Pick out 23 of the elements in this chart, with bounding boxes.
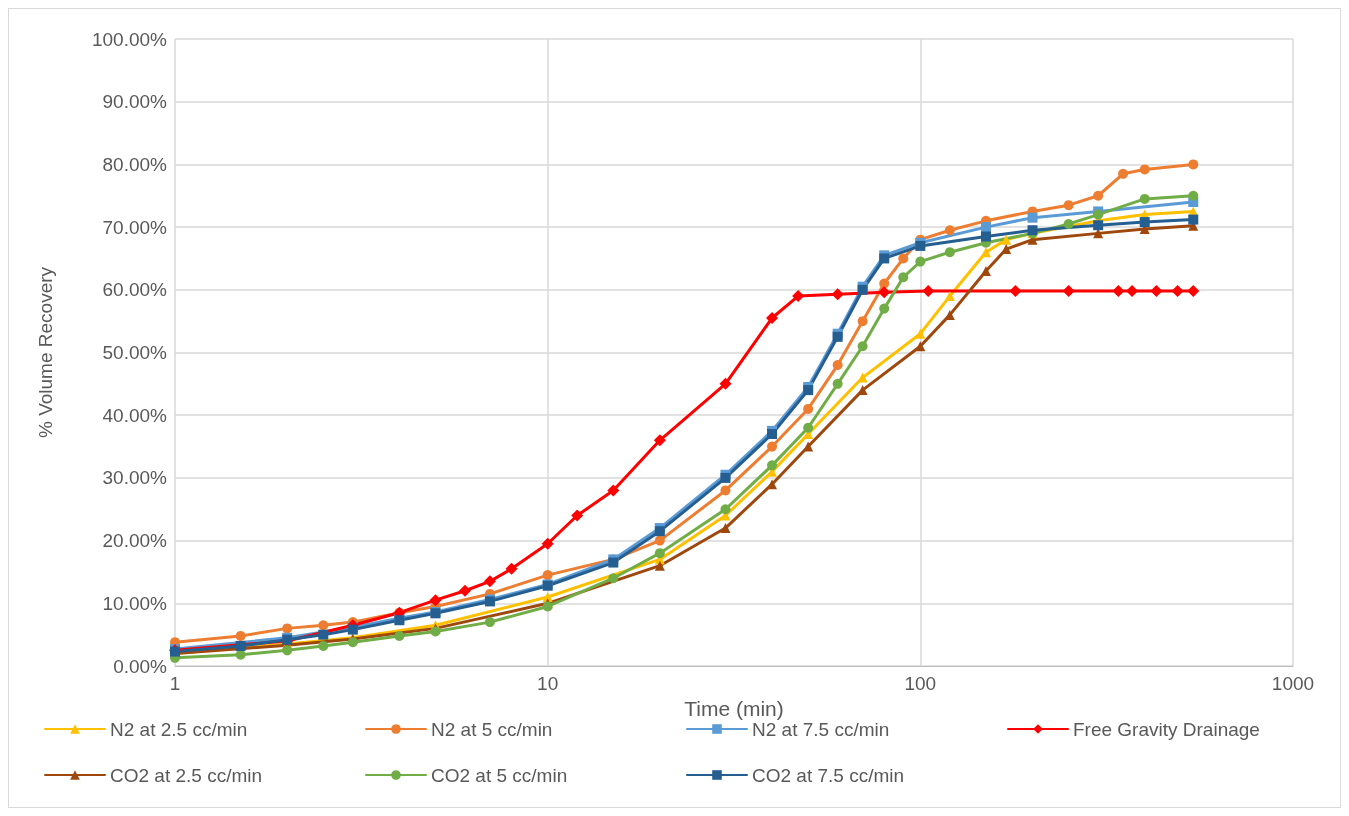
y-axis-title: % Volume Recovery <box>35 266 56 439</box>
legend-label: CO2 at 2.5 cc/min <box>110 764 263 786</box>
y-tick-label: 100.00% <box>91 28 168 50</box>
legend-label: CO2 at 7.5 cc/min <box>752 764 905 786</box>
y-tick-label: 50.00% <box>102 342 168 363</box>
y-tick-label: 20.00% <box>102 530 168 552</box>
y-tick-label: 80.00% <box>102 153 168 175</box>
legend-label: N2 at 2.5 cc/min <box>110 718 248 740</box>
x-tick-label: 1 <box>169 673 181 694</box>
x-tick-label: 10 <box>537 673 559 694</box>
y-tick-label: 90.00% <box>102 91 168 113</box>
y-tick-label: 10.00% <box>102 592 168 614</box>
x-axis-title: Time (min) <box>684 696 784 720</box>
y-tick-label: 40.00% <box>102 404 168 426</box>
legend-label: N2 at 5 cc/min <box>431 718 553 740</box>
x-tick-label: 100 <box>904 673 937 694</box>
legend-label: CO2 at 5 cc/min <box>431 764 568 786</box>
y-tick-label: 0.00% <box>113 655 168 677</box>
legend-label: Free Gravity Drainage <box>1073 718 1260 740</box>
x-tick-label: 1000 <box>1271 673 1315 694</box>
y-tick-label: 70.00% <box>102 216 168 238</box>
y-tick-label: 60.00% <box>102 279 168 301</box>
y-tick-label: 30.00% <box>102 467 168 489</box>
